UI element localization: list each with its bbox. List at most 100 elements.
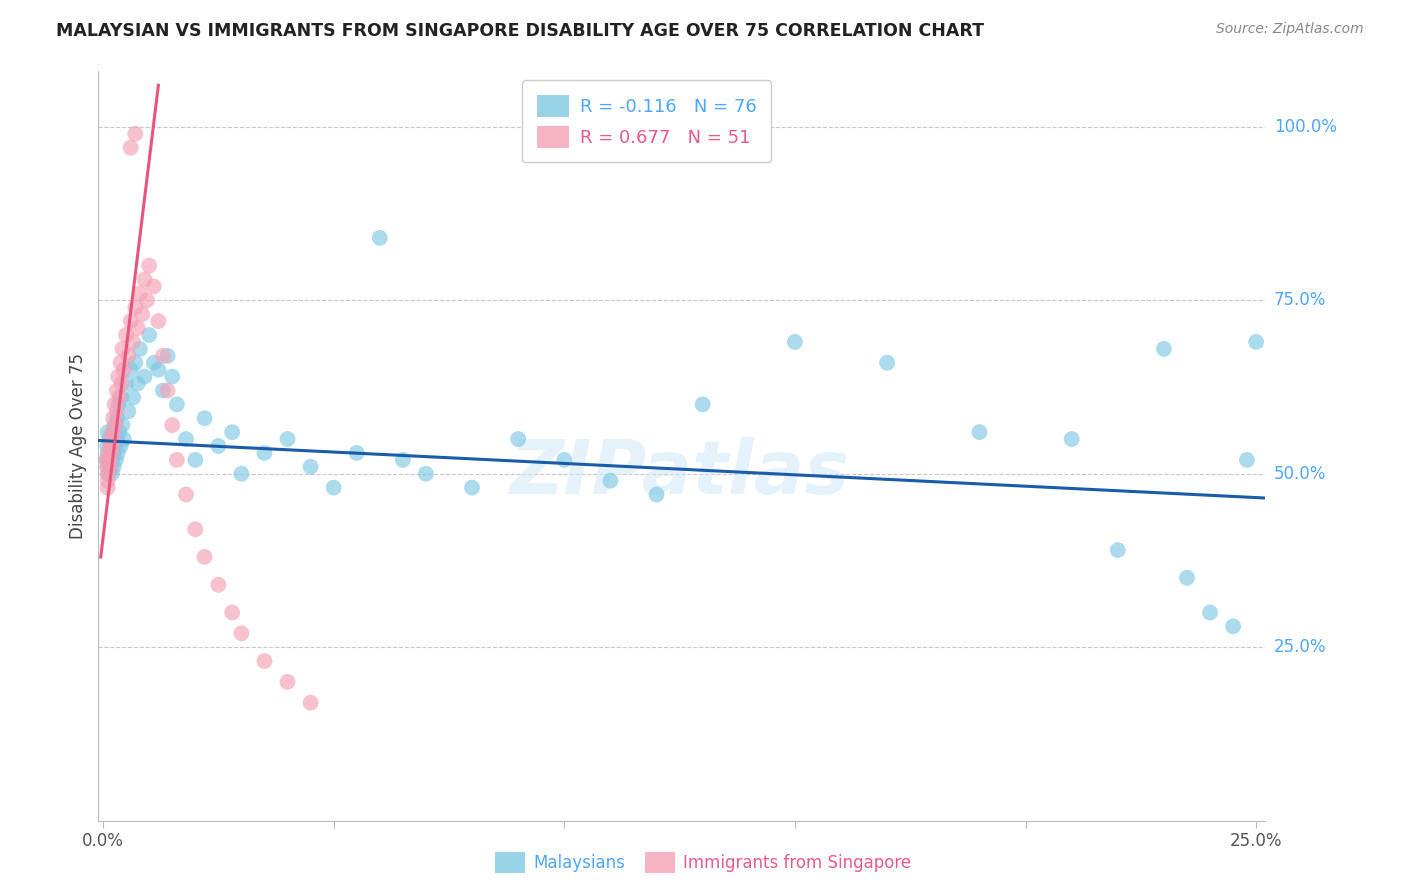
Point (134, 272, 156, 286)
Point (221, 425, 243, 439)
Point (156, 349, 179, 363)
Point (122, 391, 145, 405)
Point (142, 356, 165, 370)
Point (142, 279, 165, 293)
Point (346, 446, 368, 460)
Point (299, 459, 322, 474)
Point (111, 418, 134, 433)
Point (127, 321, 149, 335)
Point (98, 453, 121, 467)
Point (100, 432, 122, 446)
Point (148, 362, 170, 376)
Point (193, 411, 215, 425)
Point (207, 578, 229, 592)
Point (105, 384, 128, 398)
Point (97, 467, 120, 481)
Point (112, 362, 135, 376)
Point (129, 286, 152, 301)
Legend: Malaysians, Immigrants from Singapore: Malaysians, Immigrants from Singapore (488, 846, 918, 880)
Point (166, 453, 188, 467)
Point (1175, 571, 1198, 585)
Point (322, 481, 344, 495)
Point (1107, 543, 1129, 558)
Point (148, 314, 170, 328)
Point (253, 654, 276, 668)
Point (692, 397, 714, 411)
Point (129, 342, 152, 356)
Point (98, 439, 121, 453)
Point (553, 453, 575, 467)
Point (193, 549, 215, 564)
Point (135, 293, 157, 308)
Point (120, 362, 142, 376)
Point (117, 404, 139, 418)
Point (127, 376, 149, 391)
Point (368, 231, 391, 245)
Point (111, 342, 134, 356)
Point (117, 349, 139, 363)
Point (110, 376, 132, 391)
Point (97, 446, 120, 460)
Point (100, 432, 122, 446)
Point (97, 446, 120, 460)
Text: ZIPatlas: ZIPatlas (509, 437, 849, 510)
Point (876, 356, 898, 370)
Point (184, 453, 207, 467)
Point (110, 439, 132, 453)
Point (103, 397, 125, 411)
Point (138, 259, 160, 273)
Point (138, 328, 160, 343)
Point (120, 314, 142, 328)
Point (96, 453, 118, 467)
Point (160, 369, 183, 384)
Point (174, 432, 197, 446)
Point (105, 411, 128, 425)
Point (231, 626, 253, 640)
Point (461, 481, 484, 495)
Point (120, 141, 142, 155)
Point (101, 439, 124, 453)
Point (110, 356, 132, 370)
Point (100, 446, 122, 460)
Point (184, 522, 207, 536)
Point (103, 459, 125, 474)
Point (101, 467, 124, 481)
Point (108, 425, 131, 439)
Point (104, 453, 127, 467)
Text: 100.0%: 100.0% (1274, 118, 1337, 136)
Point (277, 432, 299, 446)
Point (98, 439, 121, 453)
Point (152, 349, 174, 363)
Text: Source: ZipAtlas.com: Source: ZipAtlas.com (1216, 22, 1364, 37)
Point (108, 391, 131, 405)
Point (1236, 453, 1258, 467)
Point (101, 453, 124, 467)
Point (98, 432, 121, 446)
Point (97, 474, 120, 488)
Point (131, 307, 153, 321)
Point (152, 384, 174, 398)
Point (97, 425, 120, 439)
Point (253, 446, 276, 460)
Point (96, 459, 118, 474)
Point (96, 439, 118, 453)
Point (166, 397, 188, 411)
Point (97, 459, 120, 474)
Point (110, 391, 132, 405)
Point (101, 439, 124, 453)
Point (104, 418, 127, 433)
Point (277, 674, 299, 689)
Point (156, 384, 179, 398)
Point (392, 453, 415, 467)
Text: 75.0%: 75.0% (1274, 292, 1326, 310)
Point (174, 487, 197, 501)
Point (100, 446, 122, 460)
Point (1153, 342, 1175, 356)
Point (969, 425, 991, 439)
Point (124, 356, 146, 370)
Point (96, 453, 118, 467)
Point (97, 467, 120, 481)
Point (221, 606, 243, 620)
Point (101, 425, 124, 439)
Point (101, 425, 124, 439)
